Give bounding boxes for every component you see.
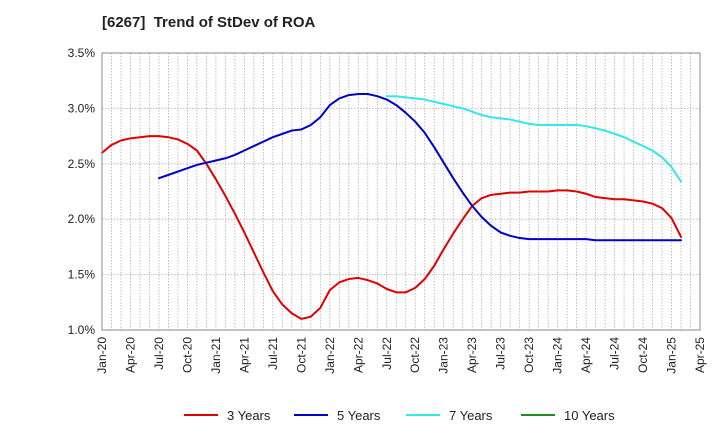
x-tick-label: Jul-24 [608,337,622,370]
x-tick-label: Jul-22 [380,337,394,370]
x-tick-label: Apr-20 [123,337,137,373]
series-line-3-years [101,135,683,320]
legend-label-7-years: 7 Years [449,407,493,423]
y-tick-label: 1.5% [68,268,96,282]
x-tick-label: Oct-23 [522,337,536,373]
x-tick-label: Jul-23 [494,337,508,370]
x-tick-label: Apr-23 [465,337,479,373]
grid-layer [101,52,701,331]
x-tick-label: Jan-20 [95,337,109,374]
legend-swatch-5-years [294,414,328,416]
legend-swatch-3-years [184,414,218,416]
legend-10-years: 10 Years [521,405,615,425]
y-tick-label: 2.5% [68,157,96,171]
legend-label-3-years: 3 Years [227,407,271,423]
x-tick-label: Apr-24 [579,337,593,373]
legend-3-years: 3 Years [184,405,270,425]
axis-layer: 1.0% 1.5% 2.0% 2.5% 3.0% 3.5% Jan-20 Apr-20 Jul-… [68,46,707,374]
x-tick-label: Apr-25 [693,337,707,373]
y-tick-label: 3.0% [68,101,96,115]
legend-swatch-7-years [406,414,440,416]
x-tick-label: Jul-20 [152,337,166,370]
x-tick-label: Apr-21 [237,337,251,373]
x-tick-label: Oct-24 [636,337,650,373]
x-tick-label: Jan-25 [665,337,679,374]
series-line-7-years [385,95,683,183]
legend-5-years: 5 Years [294,405,380,425]
y-tick-label: 1.0% [68,323,96,337]
legend-label-5-years: 5 Years [337,407,381,423]
legend-7-years: 7 Years [406,405,492,425]
legend-label-10-years: 10 Years [564,407,615,423]
plot-frame [101,52,701,331]
x-tick-label: Jan-23 [437,337,451,374]
y-tick-label: 3.5% [68,46,96,60]
series-layer [101,93,683,320]
x-tick-label: Oct-20 [180,337,194,373]
x-tick-label: Jul-21 [266,337,280,370]
x-tick-label: Jan-22 [323,337,337,374]
x-tick-label: Oct-21 [294,337,308,373]
x-tick-label: Oct-22 [408,337,422,373]
y-tick-label: 2.0% [68,212,96,226]
x-tick-label: Apr-22 [351,337,365,373]
series-line-5-years [157,93,683,242]
chart-title: [6267] Trend of StDev of ROA [102,14,316,31]
x-tick-label: Jan-21 [209,337,223,374]
x-tick-label: Jan-24 [551,337,565,374]
legend-swatch-10-years [521,414,555,416]
